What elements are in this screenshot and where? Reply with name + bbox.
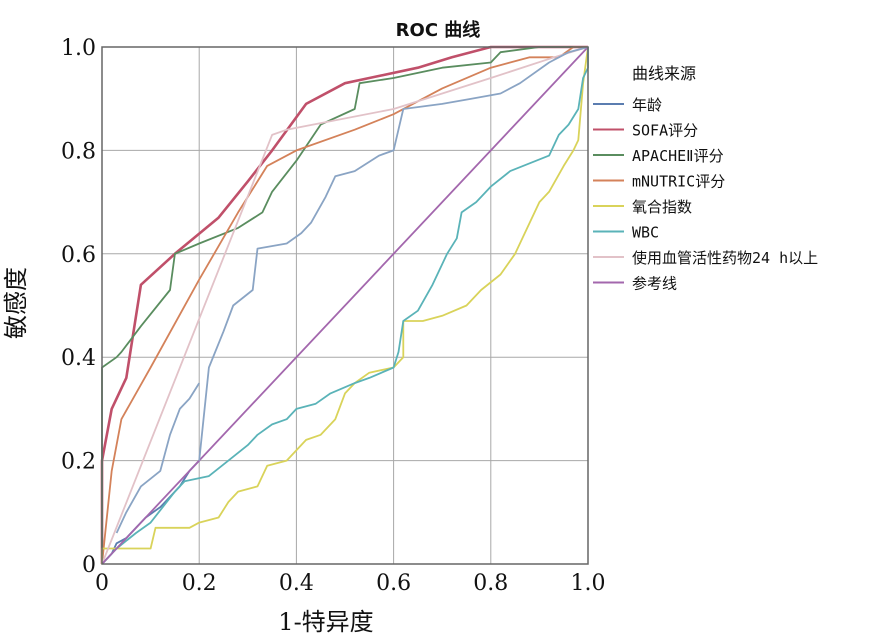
y-tick-label: 1.0	[61, 36, 96, 61]
x-tick-label: 0.8	[473, 571, 508, 596]
x-tick-label: 0.6	[376, 571, 411, 596]
legend-label: 使用血管活性药物24 h以上	[632, 249, 818, 267]
x-tick-label: 0.2	[182, 571, 217, 596]
y-tick-label: 0	[82, 553, 96, 578]
series-line-5	[101, 47, 589, 565]
legend-label: 参考线	[632, 275, 677, 293]
x-tick-label: 0	[95, 571, 109, 596]
series-line-7	[101, 46, 589, 565]
y-tick-label: 0.4	[61, 346, 96, 371]
y-tick-label: 0.6	[61, 243, 96, 268]
x-ticks: 0 0.2 0.4 0.6 0.8 1.0	[95, 571, 606, 596]
y-tick-label: 0.8	[61, 139, 96, 164]
series-line-extra-9	[115, 382, 200, 534]
series-layer	[100, 45, 589, 565]
series-line-6	[101, 46, 589, 565]
grid	[102, 47, 588, 564]
x-tick-label: 1.0	[571, 571, 606, 596]
legend-label: 氧合指数	[632, 198, 692, 216]
legend-title: 曲线来源	[632, 64, 696, 83]
series-line-extra-8	[198, 46, 589, 461]
legend-label: WBC	[632, 224, 659, 242]
y-axis-label: 敏感度	[2, 267, 30, 339]
plot-frame	[101, 46, 589, 565]
x-tick-label: 0.4	[279, 571, 314, 596]
chart-title: ROC 曲线	[396, 19, 481, 41]
y-tick-label: 0.2	[61, 450, 96, 475]
x-axis-label: 1-特异度	[278, 608, 373, 636]
legend-label: 年龄	[632, 96, 662, 114]
legend-label: mNUTRIC评分	[632, 173, 725, 191]
series-line-3	[101, 46, 588, 565]
series-line-4	[101, 46, 589, 564]
legend-label: SOFA评分	[632, 122, 698, 140]
series-line-2	[101, 46, 588, 564]
y-ticks: 0 0.2 0.4 0.6 0.8 1.0	[61, 36, 96, 578]
legend-label: APACHEⅡ评分	[632, 147, 724, 165]
